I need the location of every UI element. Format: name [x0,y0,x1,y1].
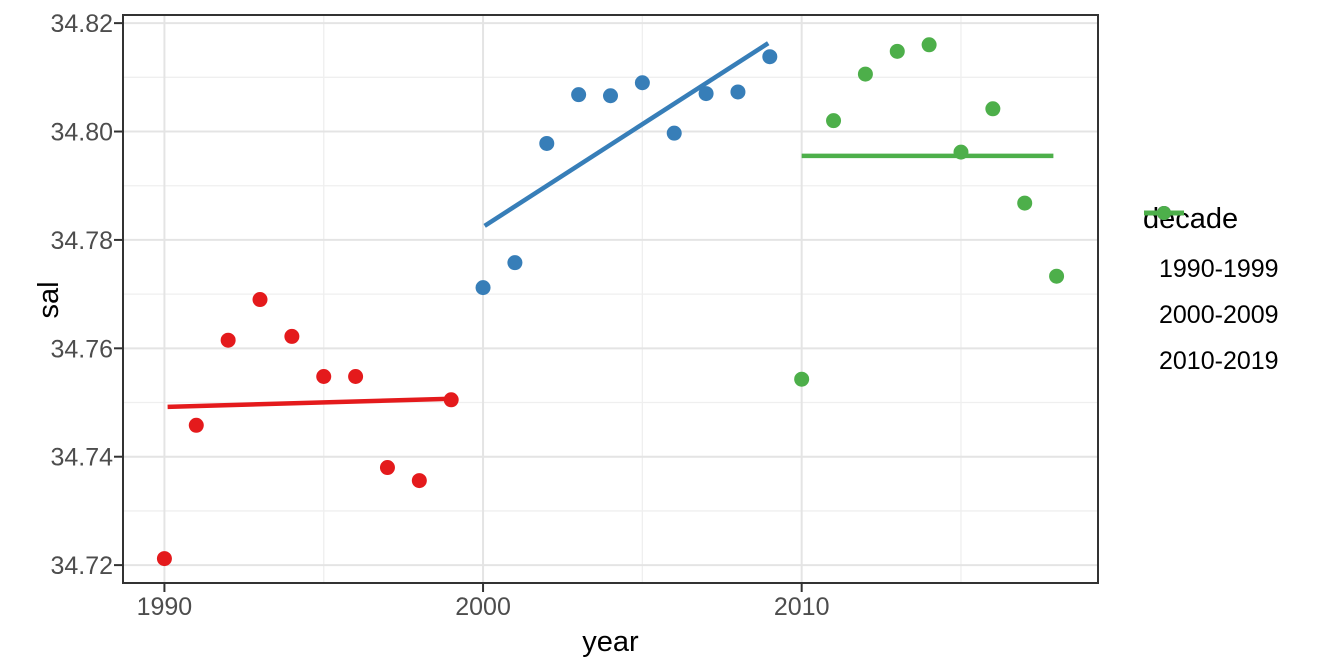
data-point-2010-2019 [826,113,842,129]
trend-line-1990-1999 [167,396,452,410]
data-point-2000-2009 [634,75,650,91]
data-point-2000-2009 [507,255,523,271]
data-point-1990-1999 [188,417,204,433]
data-point-2010-2019 [857,66,873,82]
data-point-1990-1999 [316,369,332,385]
data-point-2000-2009 [730,84,746,100]
trend-line-2000-2009 [483,41,770,228]
y-tick-label: 34.82 [50,10,113,38]
data-point-2000-2009 [475,280,491,296]
panel-background [123,15,1098,583]
x-tick-label: 1990 [137,593,193,621]
data-point-1990-1999 [252,292,268,308]
data-point-1990-1999 [379,460,395,476]
legend-key-dot [1157,206,1171,220]
data-point-1990-1999 [220,332,236,348]
data-point-1990-1999 [411,473,427,489]
y-tick-label: 34.78 [50,227,113,255]
x-tick-label: 2000 [455,593,511,621]
legend-key-icon [1144,206,1184,220]
y-tick-label: 34.80 [50,119,113,147]
y-axis-title: sal [33,281,65,319]
x-axis-title: year [582,626,639,658]
data-point-1990-1999 [348,369,364,385]
legend-item-label: 1990-1999 [1159,254,1279,283]
data-point-2010-2019 [921,37,937,53]
legend: decade 1990-1999 2000-2009 2010-2019 [1143,203,1279,384]
data-point-2000-2009 [762,49,778,65]
legend-item-label: 2010-2019 [1159,346,1279,375]
legend-items: 1990-1999 2000-2009 2010-2019 [1143,206,1279,384]
data-point-2010-2019 [1017,195,1033,211]
legend-item: 2000-2009 [1143,206,1279,338]
data-point-1990-1999 [156,551,172,567]
data-point-2000-2009 [666,125,682,141]
data-point-2010-2019 [794,371,810,387]
data-point-2010-2019 [889,43,905,59]
data-point-2000-2009 [698,86,714,102]
data-point-2000-2009 [603,88,618,104]
legend-item: 1990-1999 [1143,206,1279,292]
data-point-2000-2009 [539,135,555,151]
panel-border [122,14,1099,584]
legend-item: 2010-2019 [1143,206,1279,384]
legend-item-label: 2000-2009 [1159,300,1279,329]
data-point-2000-2009 [571,87,587,103]
y-tick-label: 34.72 [50,552,113,580]
data-point-1990-1999 [284,328,300,344]
y-tick-label: 34.74 [50,444,113,472]
data-point-1990-1999 [443,392,459,408]
data-point-2010-2019 [1049,268,1065,284]
x-tick-label: 2010 [774,593,830,621]
data-point-2010-2019 [953,144,969,160]
data-point-2010-2019 [985,101,1001,117]
y-tick-label: 34.76 [50,335,113,363]
